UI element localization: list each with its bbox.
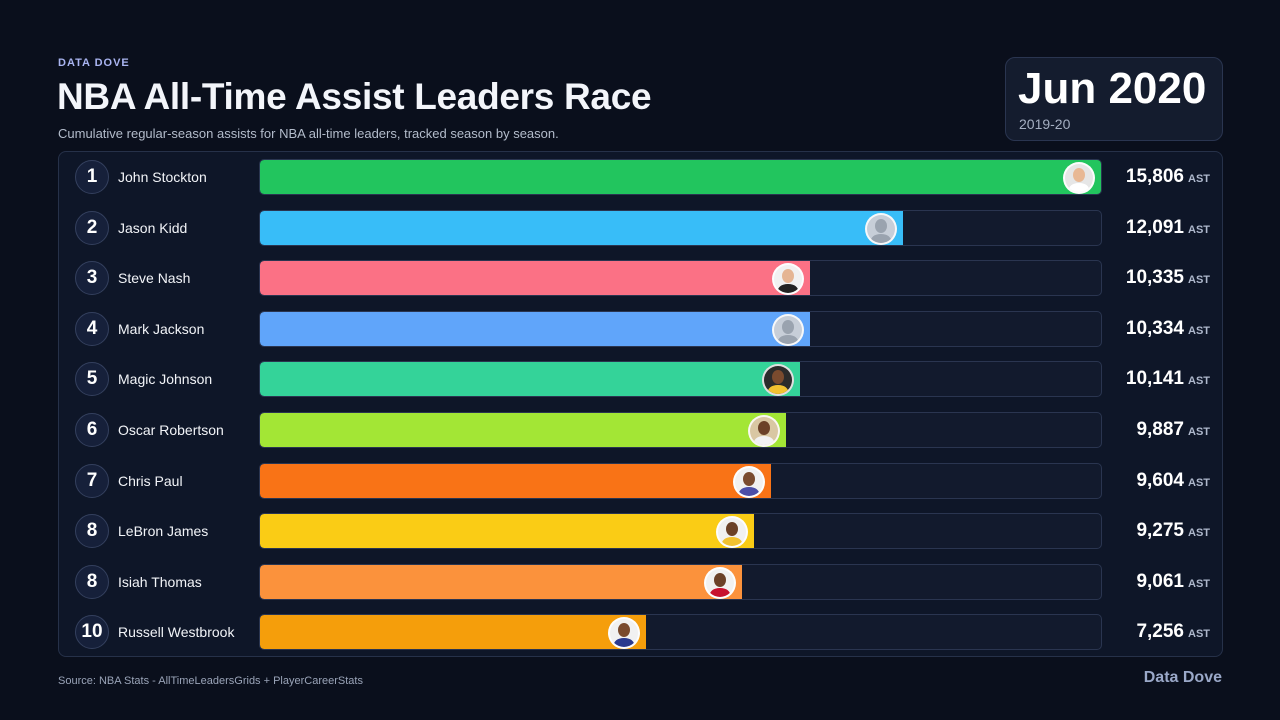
date-box: Jun 2020 2019-20 [1005, 57, 1223, 141]
assist-value: 9,061 AST [1136, 564, 1210, 600]
bar-row: 1 John Stockton 15,806 AST [59, 159, 1222, 195]
assist-count: 10,141 [1125, 368, 1184, 390]
rank-badge: 10 [75, 615, 109, 650]
current-date: Jun 2020 [1018, 64, 1207, 113]
assist-count: 12,091 [1125, 216, 1184, 238]
bar-row: 10 Russell Westbrook 7,256 AST [59, 614, 1222, 651]
rank-badge: 1 [75, 160, 109, 194]
assist-unit: AST [1188, 628, 1210, 641]
player-name: Oscar Robertson [118, 422, 224, 438]
player-name: Chris Paul [118, 472, 183, 489]
assist-count: 15,806 [1125, 166, 1184, 187]
assist-count: 9,604 [1136, 469, 1184, 491]
player-avatar-icon [762, 364, 794, 397]
bar-row: 8 LeBron James 9,275 AST [59, 513, 1222, 550]
assist-value: 10,334 AST [1126, 311, 1210, 347]
assist-value: 10,335 AST [1126, 260, 1210, 296]
assist-unit: AST [1188, 274, 1210, 287]
player-avatar-icon [704, 566, 736, 599]
rank-badge: 8 [75, 564, 109, 599]
bar [260, 463, 771, 498]
chart-subtitle: Cumulative regular-season assists for NB… [58, 126, 559, 141]
rank-badge: 3 [75, 261, 109, 296]
assist-value: 12,091 AST [1126, 210, 1210, 246]
player-name: Steve Nash [118, 270, 191, 287]
player-avatar-icon [772, 313, 804, 346]
assist-unit: AST [1188, 577, 1210, 590]
bar-track [259, 310, 1102, 347]
assist-unit: AST [1188, 173, 1210, 185]
assist-value: 9,275 AST [1136, 513, 1210, 549]
player-avatar-icon [865, 212, 897, 245]
bar-row: 3 Steve Nash 10,335 AST [59, 260, 1222, 297]
bar-row: 5 Magic Johnson 10,141 AST [59, 361, 1222, 398]
current-season: 2019-20 [1019, 116, 1071, 132]
bar [260, 160, 1101, 194]
assist-unit: AST [1188, 476, 1210, 489]
rank-badge: 5 [75, 362, 109, 397]
bar [260, 210, 903, 245]
rank-badge: 4 [75, 311, 109, 346]
assist-count: 9,887 [1136, 419, 1184, 440]
bar-track [259, 260, 1102, 297]
player-avatar-icon [716, 516, 748, 549]
bar-row: 7 Chris Paul 9,604 AST [59, 462, 1222, 499]
assist-count: 9,275 [1136, 520, 1184, 542]
assist-value: 9,604 AST [1136, 463, 1210, 499]
bar-row: 6 Oscar Robertson 9,887 AST [59, 412, 1222, 448]
bar-track [259, 361, 1102, 398]
player-avatar-icon [733, 465, 765, 498]
bar-track [259, 462, 1102, 499]
bar [260, 514, 754, 549]
bar [260, 261, 810, 296]
assist-count: 9,061 [1136, 570, 1184, 592]
assist-unit: AST [1188, 527, 1210, 540]
player-name: Jason Kidd [118, 219, 188, 236]
player-name: Magic Johnson [118, 371, 213, 388]
assist-count: 10,334 [1125, 317, 1184, 339]
bar [260, 311, 810, 346]
assist-value: 7,256 AST [1136, 614, 1210, 650]
player-avatar-icon [748, 415, 780, 447]
bar-row: 2 Jason Kidd 12,091 AST [59, 209, 1222, 246]
player-name: LeBron James [118, 523, 209, 540]
rank-badge: 2 [75, 210, 109, 245]
brand-label: DATA DOVE [58, 57, 130, 69]
bar-track [259, 412, 1102, 448]
assist-count: 7,256 [1136, 621, 1184, 643]
chart-title: NBA All-Time Assist Leaders Race [57, 76, 652, 117]
bar [260, 413, 786, 447]
source-note: Source: NBA Stats - AllTimeLeadersGrids … [58, 675, 363, 687]
rank-badge: 8 [75, 514, 109, 549]
bar-track [259, 513, 1102, 550]
assist-unit: AST [1188, 426, 1210, 438]
player-avatar-icon [608, 617, 640, 650]
player-name: Russell Westbrook [118, 624, 235, 641]
assist-unit: AST [1188, 223, 1210, 236]
footer-brand: Data Dove [1143, 669, 1222, 686]
player-name: Isiah Thomas [118, 573, 202, 590]
assist-value: 10,141 AST [1126, 361, 1210, 397]
bar-track [259, 159, 1102, 195]
assist-unit: AST [1188, 375, 1210, 388]
bar [260, 362, 800, 397]
bar-track [259, 209, 1102, 246]
player-name: Mark Jackson [118, 320, 205, 337]
bar-track [259, 563, 1102, 600]
player-name: John Stockton [118, 169, 207, 185]
assist-unit: AST [1188, 324, 1210, 337]
bar-row: 4 Mark Jackson 10,334 AST [59, 310, 1222, 347]
player-avatar-icon [1063, 162, 1095, 194]
bar-track [259, 614, 1102, 651]
assist-count: 10,335 [1125, 267, 1184, 289]
rank-badge: 6 [75, 413, 109, 447]
rank-badge: 7 [75, 463, 109, 498]
bar-row: 8 Isiah Thomas 9,061 AST [59, 563, 1222, 600]
bar [260, 564, 742, 599]
assist-value: 9,887 AST [1136, 412, 1210, 448]
bar [260, 615, 646, 650]
bar-chart-panel: 1 John Stockton 15,806 AST 2 Jason Kidd 12,091… [58, 151, 1223, 657]
assist-value: 15,806 AST [1126, 159, 1210, 195]
player-avatar-icon [772, 263, 804, 296]
